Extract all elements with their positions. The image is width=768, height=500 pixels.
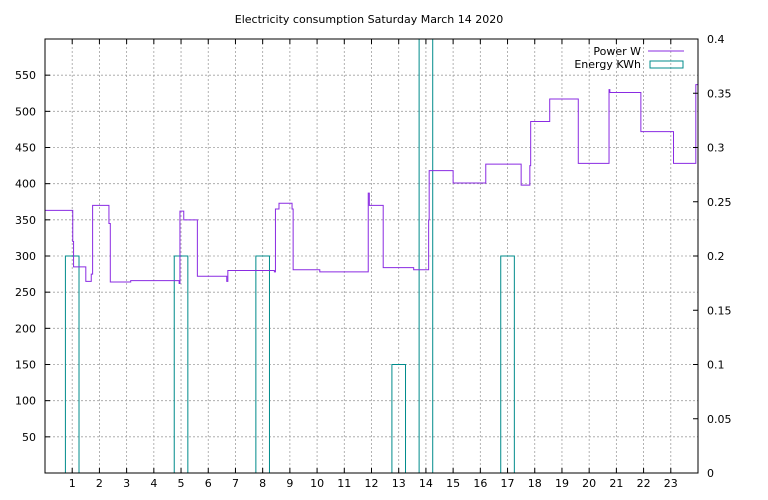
- y-left-tick-label: 550: [15, 69, 36, 82]
- legend: Power W Energy KWh: [574, 45, 684, 71]
- y-right-tick-label: 0.2: [707, 250, 725, 263]
- x-tick-label: 22: [637, 477, 651, 490]
- y-left-tick-label: 350: [15, 214, 36, 227]
- x-tick-label: 16: [473, 477, 487, 490]
- x-tick-label: 10: [310, 477, 324, 490]
- x-tick-label: 20: [582, 477, 596, 490]
- y-left-tick-label: 150: [15, 359, 36, 372]
- y-left-tick-label: 250: [15, 286, 36, 299]
- x-tick-label: 12: [365, 477, 379, 490]
- legend-power-label: Power W: [593, 45, 641, 58]
- x-tick-label: 21: [609, 477, 623, 490]
- y-left-tick-label: 400: [15, 178, 36, 191]
- y-left-tick-label: 450: [15, 142, 36, 155]
- x-tick-label: 1: [69, 477, 76, 490]
- x-tick-label: 23: [664, 477, 678, 490]
- y-right-tick-label: 0.05: [707, 413, 732, 426]
- y-left-tick-label: 50: [22, 431, 36, 444]
- x-tick-label: 8: [259, 477, 266, 490]
- y-left-tick-label: 200: [15, 322, 36, 335]
- y-left-tick-label: 300: [15, 250, 36, 263]
- x-tick-label: 17: [501, 477, 515, 490]
- y-right-tick-label: 0.15: [707, 304, 732, 317]
- x-tick-label: 18: [528, 477, 542, 490]
- x-tick-label: 11: [337, 477, 351, 490]
- x-tick-label: 4: [150, 477, 157, 490]
- x-tick-label: 6: [205, 477, 212, 490]
- x-tick-label: 2: [96, 477, 103, 490]
- x-tick-label: 9: [286, 477, 293, 490]
- x-tick-label: 14: [419, 477, 433, 490]
- grid: [45, 39, 698, 473]
- x-tick-label: 15: [446, 477, 460, 490]
- axis-ticks: 1 2 3 4 5 6 7 8 9 10 11 12 13 14 15 16 17 18 19 20 21 22 23501…: [15, 33, 732, 490]
- x-tick-label: 7: [232, 477, 239, 490]
- x-tick-label: 19: [555, 477, 569, 490]
- y-right-tick-label: 0: [707, 467, 714, 480]
- y-right-tick-label: 0.25: [707, 196, 732, 209]
- y-left-tick-label: 100: [15, 395, 36, 408]
- y-right-tick-label: 0.35: [707, 87, 732, 100]
- y-left-tick-label: 500: [15, 105, 36, 118]
- chart-title: Electricity consumption Saturday March 1…: [235, 13, 503, 26]
- power-line: [45, 84, 698, 284]
- legend-energy-swatch: [649, 60, 684, 69]
- legend-energy-label: Energy KWh: [574, 58, 641, 71]
- x-tick-label: 3: [123, 477, 130, 490]
- power-line-layer: [45, 84, 698, 284]
- y-right-tick-label: 0.4: [707, 33, 725, 46]
- y-right-tick-label: 0.1: [707, 359, 725, 372]
- x-tick-label: 13: [392, 477, 406, 490]
- y-right-tick-label: 0.3: [707, 142, 725, 155]
- x-tick-label: 5: [178, 477, 185, 490]
